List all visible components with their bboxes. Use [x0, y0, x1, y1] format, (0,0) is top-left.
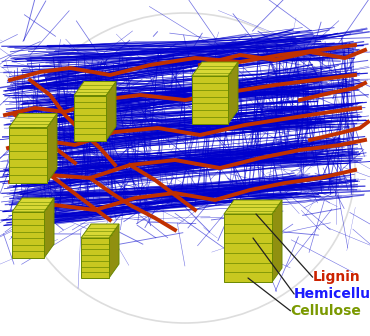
Polygon shape [272, 200, 282, 282]
Ellipse shape [15, 13, 355, 323]
Text: Lignin: Lignin [313, 270, 360, 284]
Polygon shape [228, 62, 238, 124]
Polygon shape [224, 214, 272, 282]
Text: Hemicellulose: Hemicellulose [294, 287, 370, 301]
Polygon shape [12, 212, 44, 258]
Polygon shape [12, 198, 54, 212]
Polygon shape [74, 95, 106, 140]
Polygon shape [81, 224, 119, 238]
Text: Cellulose: Cellulose [290, 304, 361, 318]
Polygon shape [74, 82, 116, 95]
Polygon shape [192, 62, 238, 76]
Polygon shape [106, 82, 116, 140]
Polygon shape [9, 114, 57, 127]
Polygon shape [47, 114, 57, 182]
Polygon shape [81, 238, 109, 278]
Polygon shape [109, 224, 119, 278]
Polygon shape [224, 200, 282, 214]
Polygon shape [9, 127, 47, 182]
Polygon shape [192, 76, 228, 124]
Polygon shape [44, 198, 54, 258]
